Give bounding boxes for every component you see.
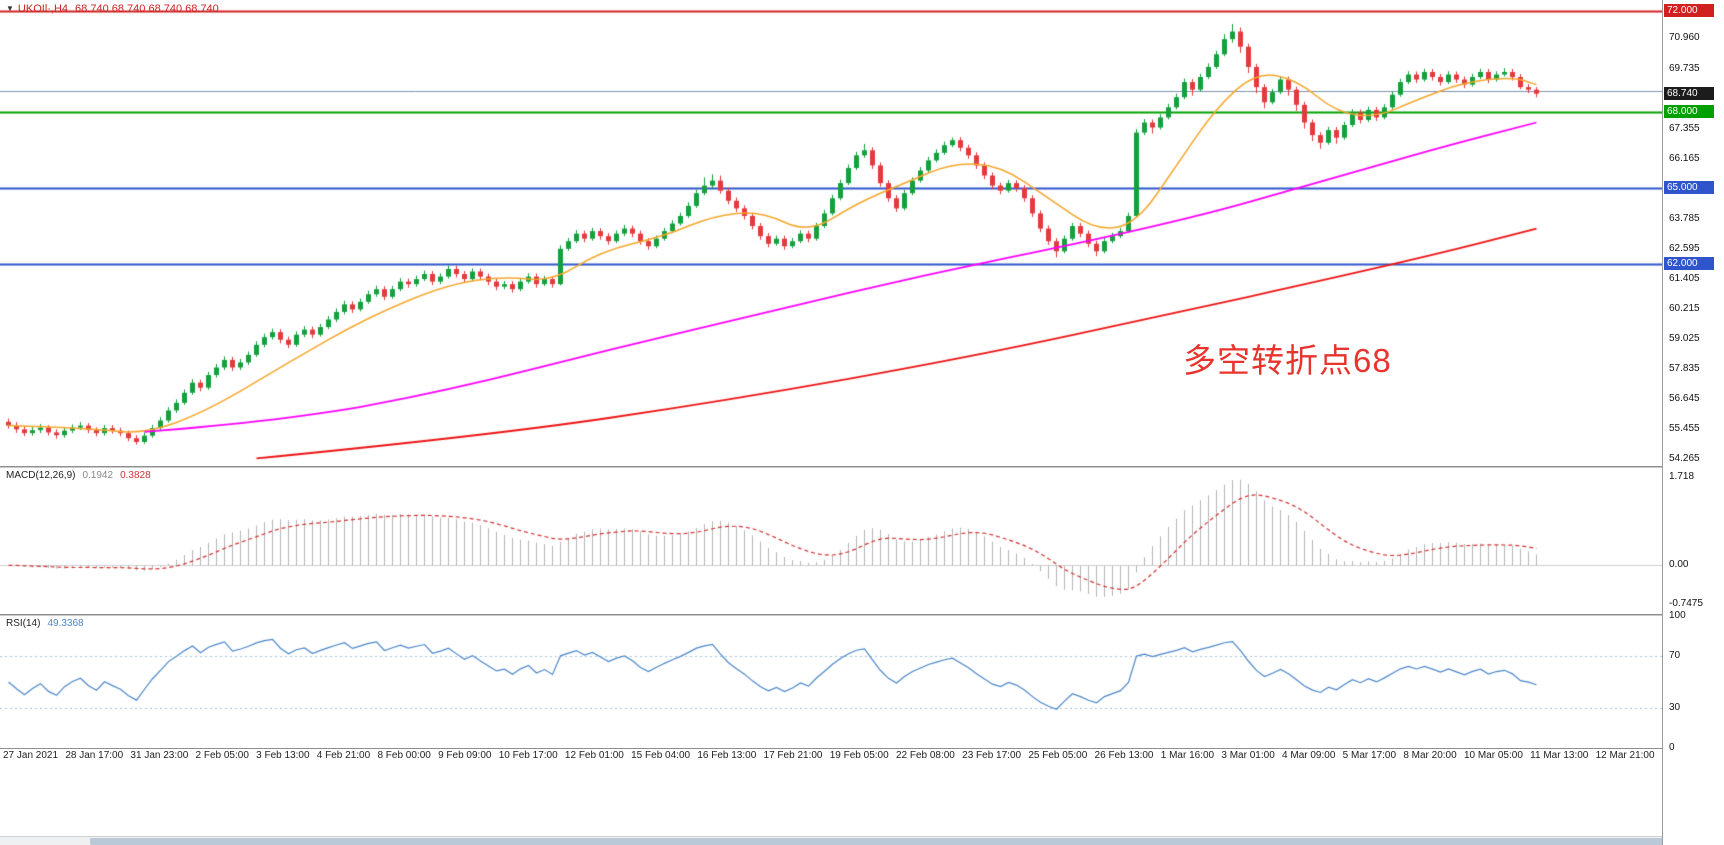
time-label: 19 Feb 05:00 (829, 750, 889, 761)
rsi-tick: 100 (1669, 610, 1686, 621)
macd-tick: 1.718 (1669, 471, 1695, 483)
panel-separator[interactable] (0, 748, 1724, 749)
price-chart-canvas[interactable] (0, 0, 1662, 466)
symbol-timeframe-label: UKOIl·,H4 (17, 3, 69, 15)
rsi-tick: 30 (1669, 702, 1681, 714)
price-tick: 57.835 (1669, 363, 1700, 375)
time-label: 2 Feb 05:00 (195, 750, 249, 761)
horizontal-scrollbar[interactable] (0, 836, 1724, 845)
rsi-name: RSI(14) (6, 618, 41, 629)
ohlc-values: 68.740 68.740 68.740 68.740 (75, 3, 219, 15)
macd-signal-value: 0.3828 (120, 470, 151, 481)
macd-main-value: 0.1942 (82, 470, 114, 481)
price-tick: 56.645 (1669, 393, 1700, 405)
price-line-badge[interactable]: 68.000 (1664, 105, 1714, 119)
time-label: 10 Feb 17:00 (498, 750, 558, 761)
macd-tick: -0.7475 (1669, 597, 1703, 609)
scrollbar-thumb[interactable] (90, 838, 1724, 845)
price-tick: 66.165 (1669, 152, 1700, 164)
time-label: 28 Jan 17:00 (65, 750, 124, 761)
rsi-panel: RSI(14) 49.3368 (0, 616, 1662, 748)
time-label: 8 Mar 20:00 (1403, 750, 1457, 761)
time-label: 22 Feb 08:00 (895, 750, 955, 761)
time-label: 16 Feb 13:00 (697, 750, 757, 761)
time-label: 3 Mar 01:00 (1221, 750, 1275, 761)
rsi-tick: 70 (1669, 649, 1681, 661)
price-tick: 60.215 (1669, 303, 1700, 315)
panel-separator[interactable] (0, 466, 1724, 468)
rsi-canvas[interactable] (0, 616, 1662, 748)
time-label: 9 Feb 09:00 (438, 750, 492, 761)
time-label: 12 Feb 01:00 (564, 750, 624, 761)
price-line-badge[interactable]: 68.740 (1664, 86, 1714, 100)
price-chart-panel: ▼ UKOIl·,H4 68.740 68.740 68.740 68.740 多空… (0, 0, 1662, 466)
price-tick: 69.735 (1669, 62, 1700, 74)
macd-tick: 0.00 (1669, 559, 1689, 571)
price-tick: 55.455 (1669, 423, 1700, 435)
price-tick: 61.405 (1669, 272, 1700, 284)
price-line-badge[interactable]: 72.000 (1664, 4, 1714, 18)
time-label: 17 Feb 21:00 (763, 750, 823, 761)
time-label: 5 Mar 17:00 (1342, 750, 1397, 761)
price-tick: 54.265 (1669, 453, 1700, 465)
time-label: 10 Mar 05:00 (1463, 750, 1523, 761)
ohlc-toggle-icon[interactable]: ▼ (6, 4, 14, 13)
macd-canvas[interactable] (0, 468, 1662, 614)
price-line-badge[interactable]: 62.000 (1664, 256, 1714, 270)
time-label: 26 Feb 13:00 (1094, 750, 1154, 761)
chart-header: ▼ UKOIl·,H4 68.740 68.740 68.740 68.740 (6, 3, 219, 15)
time-label: 11 Mar 13:00 (1530, 750, 1589, 761)
macd-label: MACD(12,26,9) 0.1942 0.3828 (6, 470, 151, 481)
price-axis[interactable]: 70.960 69.735 67.355 66.165 63.785 62.595 61.4… (1662, 0, 1724, 845)
time-label: 15 Feb 04:00 (631, 750, 691, 761)
rsi-tick: 0 (1669, 742, 1675, 753)
macd-name: MACD(12,26,9) (6, 470, 76, 481)
price-line-badge[interactable]: 65.000 (1664, 181, 1714, 195)
price-tick: 70.960 (1669, 31, 1700, 43)
time-label: 25 Feb 05:00 (1028, 750, 1088, 761)
time-label: 3 Feb 13:00 (256, 750, 310, 761)
time-label: 27 Jan 2021 (3, 750, 59, 761)
rsi-value: 49.3368 (47, 618, 84, 629)
price-tick: 59.025 (1669, 333, 1700, 345)
time-label: 12 Mar 21:00 (1595, 750, 1655, 761)
price-tick: 63.785 (1669, 212, 1700, 224)
price-tick: 62.595 (1669, 242, 1700, 254)
time-label: 23 Feb 17:00 (962, 750, 1022, 761)
time-label: 4 Mar 09:00 (1282, 750, 1336, 761)
text-annotation[interactable]: 多空转折点68 (1183, 342, 1392, 379)
rsi-label: RSI(14) 49.3368 (6, 618, 84, 629)
time-label: 31 Jan 23:00 (130, 750, 189, 761)
time-label: 4 Feb 21:00 (316, 750, 371, 761)
time-label: 1 Mar 16:00 (1160, 750, 1215, 761)
time-axis[interactable]: 27 Jan 2021 28 Jan 17:00 31 Jan 23:00 2 Feb… (0, 750, 1724, 768)
price-tick: 67.355 (1669, 122, 1700, 134)
time-label: 8 Feb 00:00 (377, 750, 431, 761)
macd-panel: MACD(12,26,9) 0.1942 0.3828 (0, 468, 1662, 614)
panel-separator[interactable] (0, 614, 1724, 616)
